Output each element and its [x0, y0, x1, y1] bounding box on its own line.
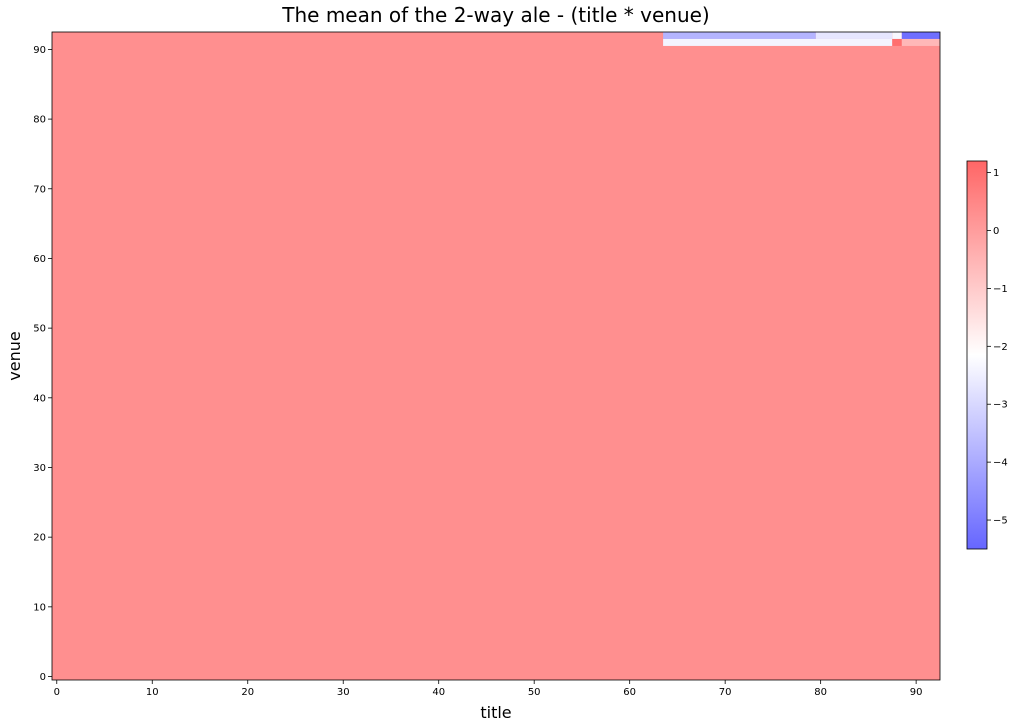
- x-tick-label: 20: [241, 687, 254, 698]
- heatmap-cell: [892, 38, 902, 46]
- y-tick-label: 90: [33, 45, 46, 56]
- x-tick-label: 80: [814, 687, 827, 698]
- y-tick-label: 0: [40, 672, 46, 683]
- y-tick-label: 70: [33, 184, 46, 195]
- y-tick-label: 30: [33, 463, 46, 474]
- colorbar-tick-label: −3: [993, 400, 1008, 411]
- heatmap-cell: [901, 32, 940, 39]
- heatmap-cell: [815, 32, 893, 39]
- x-tick-label: 30: [337, 687, 350, 698]
- plot-area: [51, 31, 941, 681]
- y-tick-label: 40: [33, 393, 46, 404]
- chart-title: The mean of the 2-way ale - (title * ven…: [281, 3, 709, 27]
- y-tick-label: 60: [33, 254, 46, 265]
- colorbar: 1 0 −1 −2 −3 −4 −5: [966, 160, 1008, 550]
- x-axis-ticks: 0 10 20 30 40 50 60 70 80 90: [54, 680, 923, 698]
- x-tick-label: 70: [719, 687, 732, 698]
- x-tick-label: 90: [910, 687, 923, 698]
- colorbar-tick-label: −1: [993, 284, 1008, 295]
- heatmap-cell: [663, 32, 816, 39]
- x-tick-label: 0: [54, 687, 60, 698]
- x-tick-label: 10: [146, 687, 159, 698]
- x-tick-label: 60: [623, 687, 636, 698]
- heatmap-cell: [901, 38, 940, 46]
- heatmap-cell: [892, 32, 902, 39]
- y-tick-label: 50: [33, 324, 46, 335]
- y-axis-label: venue: [5, 331, 24, 380]
- colorbar-tick-label: 1: [993, 168, 999, 179]
- colorbar-gradient: [966, 160, 988, 550]
- y-tick-label: 10: [33, 602, 46, 613]
- colorbar-tick-label: −4: [993, 458, 1008, 469]
- plot-frame: [51, 31, 941, 681]
- heatmap-background-cell: [52, 32, 940, 680]
- heatmap-cell: [663, 38, 893, 46]
- y-tick-label: 20: [33, 533, 46, 544]
- colorbar-tick-label: −5: [993, 516, 1008, 527]
- colorbar-tick-label: −2: [993, 342, 1008, 353]
- colorbar-tick-label: 0: [993, 226, 999, 237]
- y-axis-ticks: 0 10 20 30 40 50 60 70 80 90: [33, 45, 52, 683]
- x-axis-label: title: [480, 703, 511, 722]
- x-tick-label: 50: [528, 687, 541, 698]
- x-tick-label: 40: [432, 687, 445, 698]
- y-tick-label: 80: [33, 115, 46, 126]
